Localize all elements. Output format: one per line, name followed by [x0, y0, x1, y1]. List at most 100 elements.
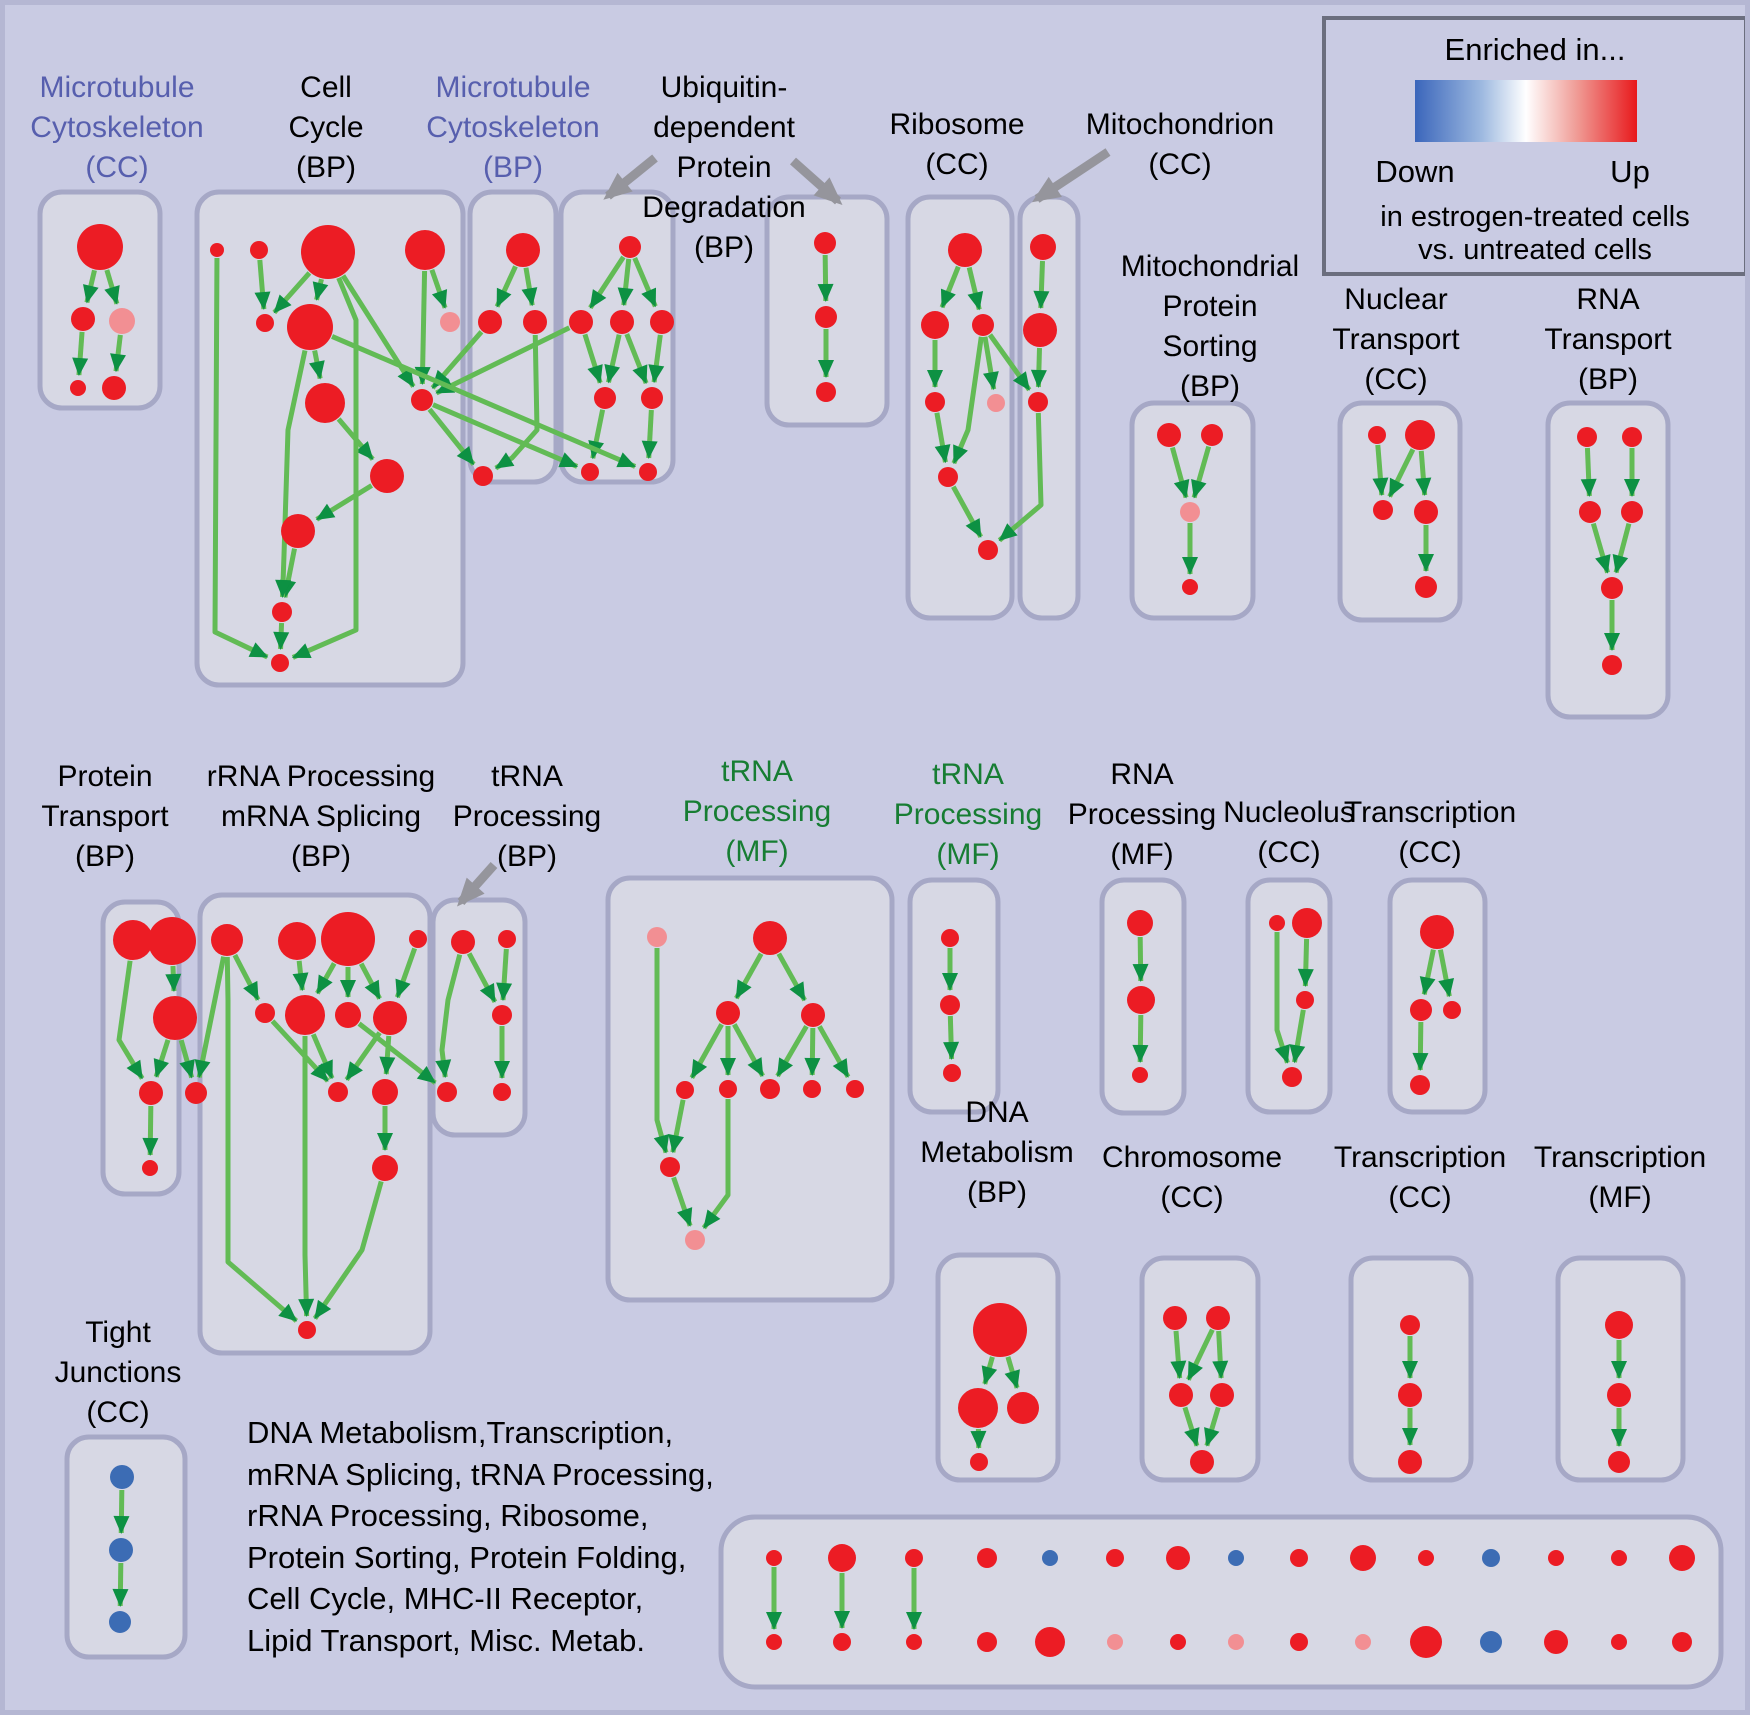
go-term-node [1400, 1315, 1420, 1335]
network-edge [817, 254, 834, 303]
network-edge [1412, 1021, 1429, 1072]
network-edge [212, 257, 269, 660]
network-edge [1590, 522, 1611, 574]
network-edge [1612, 522, 1632, 574]
go-term-node [301, 225, 355, 279]
network-edge [966, 266, 984, 311]
go-term-node [1169, 1383, 1193, 1407]
go-term-node [473, 466, 493, 486]
go-term-node [1544, 1630, 1568, 1654]
rna-transport-label: RNA Transport (BP) [1544, 283, 1672, 396]
cluster-box-mitochondrion [1017, 194, 1081, 621]
cluster-box-nuclear-transport [1337, 400, 1463, 623]
network-edge [153, 1039, 171, 1078]
network-edge [315, 962, 337, 995]
go-term-node [1182, 579, 1198, 595]
legend-down-label: Down [1375, 154, 1455, 189]
trna-mf-1-label: tRNA Processing (MF) [682, 755, 832, 868]
go-term-node [766, 1550, 782, 1566]
network-edge [432, 402, 579, 469]
go-term-node [409, 930, 427, 948]
go-term-node [298, 1321, 316, 1339]
cluster-box-protein-transport [100, 899, 182, 1197]
network-edge [1191, 445, 1212, 499]
network-edge [617, 258, 634, 307]
network-edge [427, 407, 476, 466]
network-edge [951, 336, 984, 465]
go-term-node [685, 1230, 705, 1250]
go-term-node [113, 920, 153, 960]
go-term-node [1228, 1550, 1244, 1566]
network-edge [668, 1099, 686, 1154]
label-pointer-arrow [790, 157, 843, 205]
network-edge [1415, 450, 1432, 497]
go-term-node [211, 924, 243, 956]
network-edge [934, 412, 951, 464]
go-term-node [1398, 1383, 1422, 1407]
network-edge [310, 1033, 335, 1080]
go-term-node [370, 459, 404, 493]
legend-up-label: Up [1610, 154, 1650, 189]
go-term-node [1107, 1634, 1123, 1650]
network-edge [1170, 446, 1190, 499]
go-term-node [833, 1633, 851, 1651]
go-term-node [828, 1544, 856, 1572]
network-edge [939, 265, 961, 309]
transcription-cc-1-label: Transcription (CC) [1343, 796, 1517, 869]
network-edge [1132, 1014, 1149, 1064]
go-term-node [110, 1465, 134, 1489]
cluster-box-ribosome [905, 194, 1015, 621]
go-term-node [1607, 1383, 1631, 1407]
go-term-node [1035, 1627, 1065, 1657]
go-term-node [1290, 1549, 1308, 1567]
go-term-node [977, 1548, 997, 1568]
network-edge [817, 1025, 851, 1079]
go-term-node [71, 307, 95, 331]
network-edge [648, 334, 665, 384]
go-term-node [716, 1001, 740, 1025]
network-edge [309, 350, 325, 380]
ribosome-label: Ribosome (CC) [889, 108, 1025, 181]
network-edge [112, 1562, 129, 1608]
network-edge [142, 1105, 159, 1157]
transcription-mf-label: Transcription (MF) [1533, 1141, 1707, 1214]
go-term-node [1206, 1306, 1230, 1330]
go-term-node [148, 917, 196, 965]
go-term-node [594, 387, 616, 409]
go-term-node [139, 1081, 163, 1105]
go-term-node [1548, 1550, 1564, 1566]
network-edge [997, 412, 1044, 543]
cluster-box-chromosome [1139, 1255, 1261, 1483]
go-term-node [210, 243, 224, 257]
microtubule-cc-label: Microtubule Cytoskeleton (CC) [30, 71, 204, 184]
network-edge [312, 1180, 384, 1320]
go-term-node [1170, 1634, 1186, 1650]
go-term-node [142, 1160, 158, 1176]
go-term-node [1355, 1634, 1371, 1650]
mitochondrion-label: Mitochondrion (CC) [1085, 108, 1275, 181]
network-edge [582, 333, 603, 384]
network-edge [981, 1356, 998, 1385]
go-term-node [287, 304, 333, 350]
network-edge [435, 953, 463, 1079]
go-term-node [271, 654, 289, 672]
network-edge [394, 947, 418, 999]
go-term-node [305, 383, 345, 423]
go-term-node [1482, 1549, 1500, 1567]
network-edge [315, 483, 374, 522]
network-edge [1419, 949, 1436, 996]
go-term-node [921, 311, 949, 339]
network-edge [1437, 949, 1455, 998]
go-term-node [619, 236, 641, 258]
go-term-node [719, 1080, 737, 1098]
network-edge [232, 953, 261, 1001]
label-pointer-arrow [603, 154, 658, 200]
go-term-node [1007, 1392, 1039, 1424]
cell-cycle-label: Cell Cycle (BP) [288, 71, 364, 184]
go-term-node [1166, 1546, 1190, 1570]
network-edge [298, 1036, 315, 1318]
go-term-node [1669, 1545, 1695, 1571]
network-edge [435, 325, 571, 396]
go-term-node [941, 929, 959, 947]
network-edge [734, 952, 764, 1000]
